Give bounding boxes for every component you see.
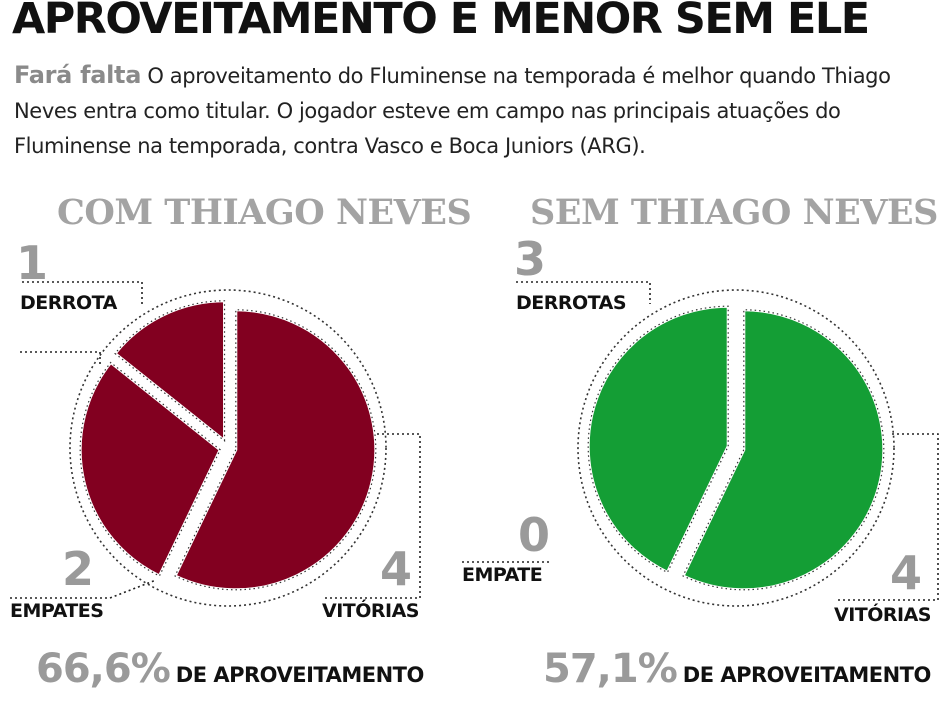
pie-slice-outline bbox=[114, 300, 226, 443]
value-label-sem-empate: 0 bbox=[518, 508, 551, 562]
category-label-com-derrota: DERROTA bbox=[20, 292, 117, 314]
value-label-sem-derrotas: 3 bbox=[514, 232, 547, 286]
category-label-com-vitorias: VITÓRIAS bbox=[322, 600, 419, 622]
performance-value-sem: 57,1% bbox=[543, 646, 678, 692]
pie-sem-guides bbox=[462, 281, 939, 601]
category-label-sem-vitorias: VITÓRIAS bbox=[834, 604, 931, 626]
intro-paragraph: Fará falta O aproveitamento do Fluminens… bbox=[14, 58, 934, 164]
value-label-com-vitorias: 4 bbox=[380, 542, 413, 596]
pie-slice-outline bbox=[682, 309, 885, 591]
performance-value-com: 66,6% bbox=[36, 646, 171, 692]
value-label-sem-vitorias: 4 bbox=[890, 546, 923, 600]
category-label-com-empates: EMPATES bbox=[10, 600, 104, 622]
pie-com-guides bbox=[10, 281, 421, 599]
category-label-sem-derrotas: DERROTAS bbox=[516, 292, 627, 314]
pie-slice-outline bbox=[79, 361, 221, 577]
pie-sem-thiago-neves bbox=[577, 289, 895, 607]
pie-slice-outline bbox=[587, 305, 729, 574]
chart-title-com: COM THIAGO NEVES bbox=[57, 192, 472, 233]
performance-label-sem: DE APROVEITAMENTO bbox=[682, 663, 932, 687]
performance-label-com: DE APROVEITAMENTO bbox=[175, 663, 425, 687]
category-label-sem-empate: EMPATE bbox=[462, 564, 543, 586]
performance-com: 66,6% DE APROVEITAMENTO bbox=[36, 646, 424, 692]
pie-outline-ring bbox=[69, 289, 387, 607]
performance-sem: 57,1% DE APROVEITAMENTO bbox=[543, 646, 931, 692]
pie-outline-ring bbox=[577, 289, 895, 607]
value-label-com-empates: 2 bbox=[62, 542, 95, 596]
value-label-com-derrota: 1 bbox=[16, 236, 49, 290]
intro-lead: Fará falta bbox=[14, 61, 142, 89]
pie-com-thiago-neves bbox=[69, 289, 387, 607]
headline: APROVEITAMENTO É MENOR SEM ELE bbox=[12, 0, 870, 44]
intro-text: O aproveitamento do Fluminense na tempor… bbox=[14, 64, 891, 158]
pie-slice-outline bbox=[174, 309, 377, 591]
chart-title-sem: SEM THIAGO NEVES bbox=[530, 192, 938, 233]
